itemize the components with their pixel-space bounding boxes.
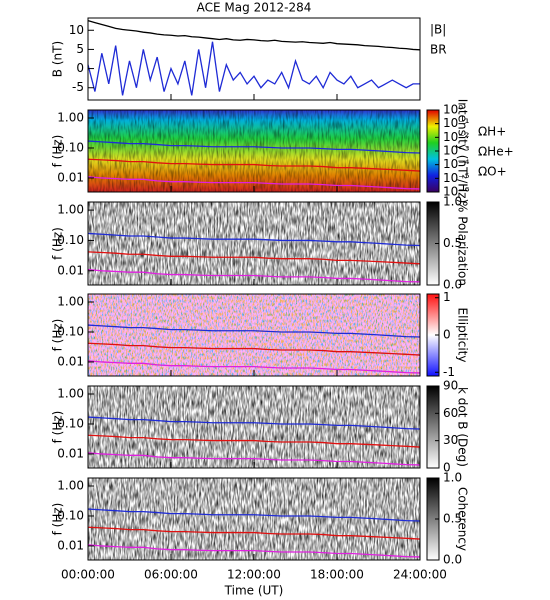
data-line <box>87 342 421 356</box>
y-axis-label: B (nT) <box>51 41 65 77</box>
y-tick-label: -5 <box>72 80 84 94</box>
colorbar-tick-label: 10⁻³ <box>443 144 470 158</box>
data-line <box>87 232 421 247</box>
y-tick-label: 1.00 <box>57 479 84 493</box>
y-tick-label: 10 <box>69 23 84 37</box>
colorbar-tick-label: 0 <box>443 461 451 475</box>
plot-frame <box>87 17 421 101</box>
y-tick-label: 0.01 <box>57 446 84 460</box>
colorbar-tick-label: 10⁻¹ <box>443 116 470 130</box>
x-tick-label: 00:00:00 <box>61 568 115 582</box>
legend-label: |B| <box>430 23 446 37</box>
y-tick-label: 0.10 <box>57 324 84 338</box>
x-tick-label: 18:00:00 <box>310 568 364 582</box>
data-line <box>87 526 421 540</box>
colorbar <box>426 385 440 469</box>
chart-title: ACE Mag 2012-284 <box>197 1 312 15</box>
y-axis-label: f (Hz) <box>51 135 65 168</box>
data-line <box>87 360 421 374</box>
colorbar-tick-label: 30 <box>443 433 458 447</box>
data-line <box>87 41 420 96</box>
colorbar-tick-label: 1.0 <box>443 471 462 485</box>
colorbar-tick-label: 10⁰ <box>443 103 463 117</box>
legend-label: ΩHe+ <box>478 145 514 159</box>
y-tick-label: 1.00 <box>57 111 84 125</box>
colorbar-tick-label: 10⁻⁴ <box>443 157 470 171</box>
y-axis-label: f (Hz) <box>51 319 65 352</box>
data-line <box>87 544 421 558</box>
data-line <box>87 416 421 430</box>
data-line <box>87 508 421 522</box>
legend-label: BR <box>430 43 447 57</box>
colorbar-tick-label: 1 <box>443 290 451 304</box>
y-axis-label: f (Hz) <box>51 411 65 444</box>
colorbar-label: k dot B (Deg) <box>456 387 470 467</box>
colorbar-tick-label: 0.5 <box>443 512 462 526</box>
legend-label: ΩH+ <box>478 125 506 139</box>
y-tick-label: 0.10 <box>57 140 84 154</box>
colorbar-tick-label: 0.0 <box>443 278 462 292</box>
x-tick-label: 12:00:00 <box>227 568 281 582</box>
colorbar-tick-label: 10⁻² <box>443 130 470 144</box>
colorbar-tick-label: 60 <box>443 406 458 420</box>
x-tick-label: 24:00:00 <box>393 568 447 582</box>
data-line <box>87 20 421 51</box>
spectrogram-texture <box>88 386 420 468</box>
data-line <box>87 176 421 190</box>
spectrogram-texture <box>88 202 420 285</box>
y-tick-label: 0.10 <box>57 416 84 430</box>
y-tick-label: 0.01 <box>57 354 84 368</box>
y-tick-label: 0.10 <box>57 233 84 247</box>
x-tick-label: 06:00:00 <box>144 568 198 582</box>
colorbar-tick-label: 90 <box>443 379 458 393</box>
data-line <box>87 324 421 338</box>
colorbar-label: Intensity (nT²/Hz) <box>456 99 470 204</box>
data-line <box>87 452 421 466</box>
y-tick-label: 0.01 <box>57 538 84 552</box>
legend-label: ΩO+ <box>478 165 507 179</box>
colorbar-tick-label: 10⁻⁵ <box>443 171 470 185</box>
y-tick-label: 0.01 <box>57 170 84 184</box>
x-axis-label: Time (UT) <box>224 584 284 598</box>
spectrogram-texture <box>88 110 420 192</box>
colorbar-tick-label: -1 <box>443 365 455 379</box>
y-tick-label: 1.00 <box>57 203 84 217</box>
y-tick-label: 1.00 <box>57 295 84 309</box>
y-axis-label: f (Hz) <box>51 503 65 536</box>
spectrogram-texture <box>88 294 420 376</box>
colorbar-label: % Polarization <box>456 201 470 286</box>
y-tick-label: 0.01 <box>57 263 84 277</box>
y-tick-label: 0.10 <box>57 508 84 522</box>
colorbar-label: Ellipticity <box>456 308 470 363</box>
data-line <box>87 434 421 448</box>
y-tick-label: 0 <box>76 61 84 75</box>
spectrogram-texture <box>88 478 420 560</box>
colorbar-label: Coherency <box>456 487 470 551</box>
y-axis-label: f (Hz) <box>51 227 65 260</box>
colorbar-tick-label: 0.0 <box>443 553 462 567</box>
data-line <box>87 251 421 265</box>
colorbar-tick-label: 0.5 <box>443 236 462 250</box>
colorbar-tick-label: 1.0 <box>443 195 462 209</box>
data-line <box>87 268 421 283</box>
y-tick-label: 5 <box>76 42 84 56</box>
data-line <box>87 140 421 154</box>
data-line <box>87 158 421 172</box>
colorbar-tick-label: 0 <box>443 328 451 342</box>
colorbar-tick-label: 10⁻⁶ <box>443 185 470 199</box>
y-tick-label: 1.00 <box>57 387 84 401</box>
